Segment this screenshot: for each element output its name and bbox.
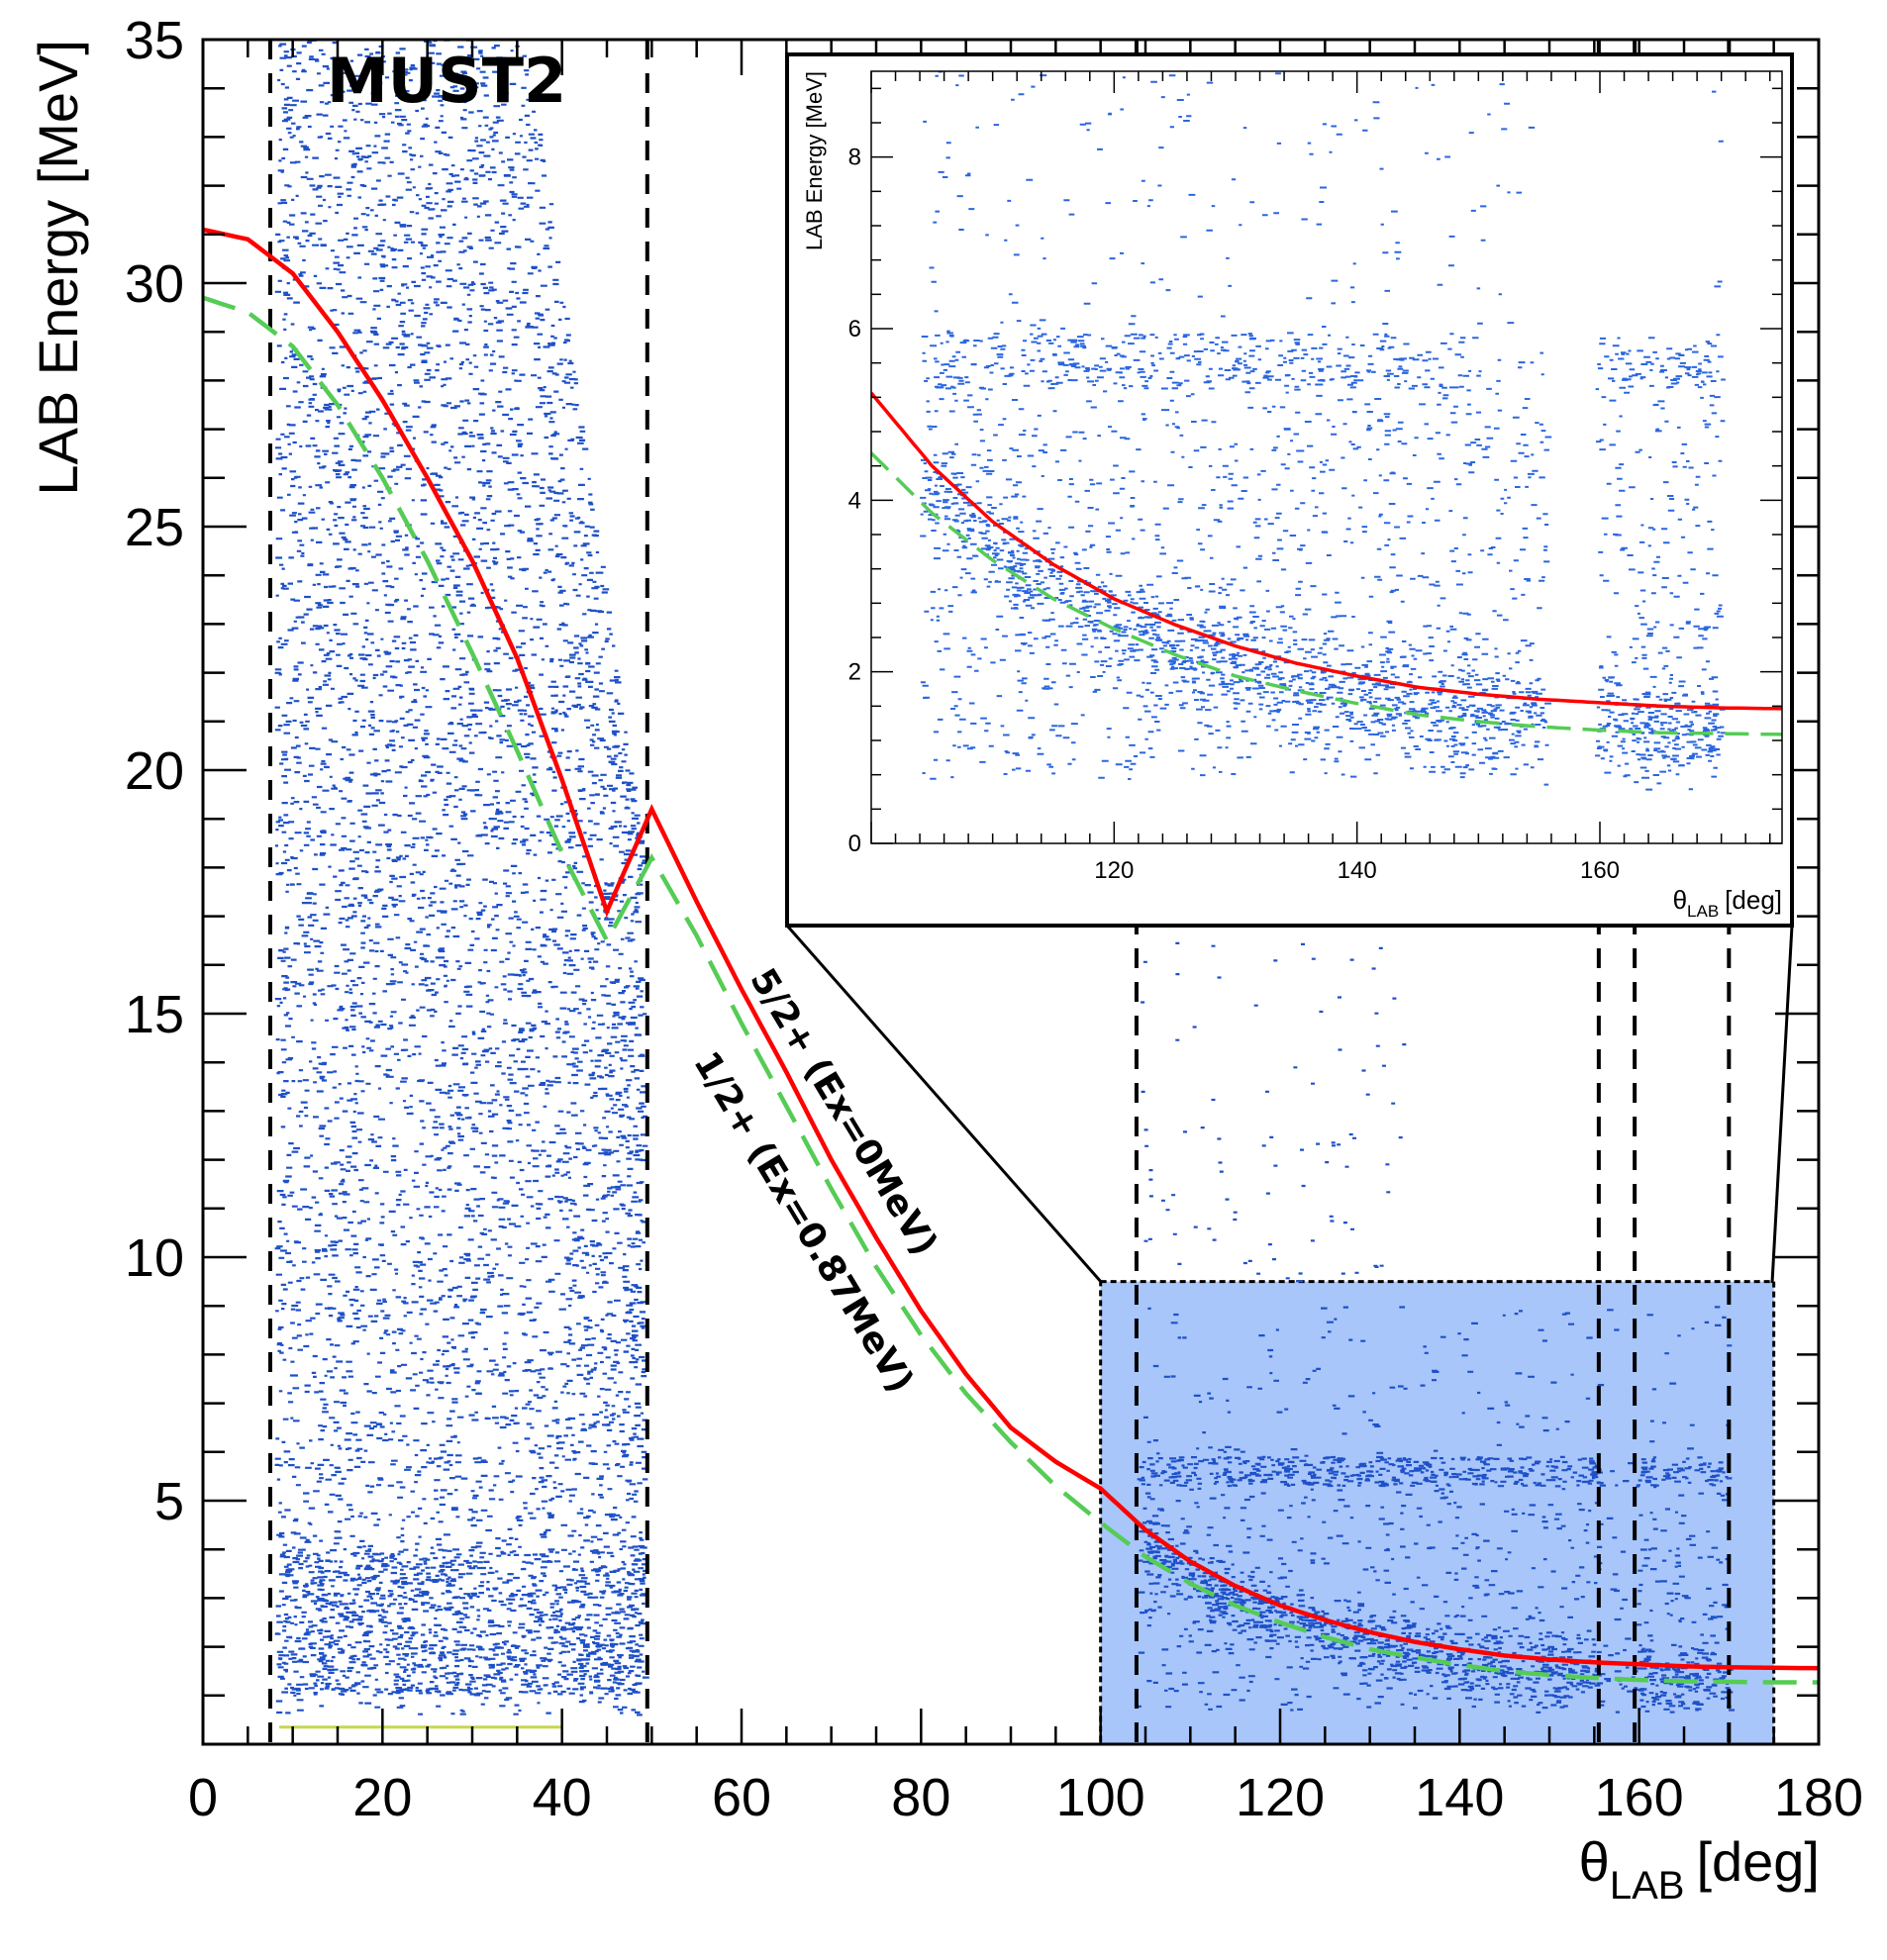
main-y-tick-labels: 5 10 15 20 25 30 35 <box>125 11 184 1531</box>
main-y-axis-label: LAB Energy [MeV] <box>27 40 89 496</box>
inset-curves <box>871 391 1782 736</box>
y-tick-label: 25 <box>125 498 184 557</box>
y-tick-label: 15 <box>125 985 184 1044</box>
x-tick-label: 140 <box>1415 1768 1504 1827</box>
inset-x-tick-label: 160 <box>1580 857 1620 884</box>
main-ticks <box>201 38 1821 1746</box>
x-tick-label: 60 <box>712 1768 771 1827</box>
zoom-connector-left <box>785 925 1104 1284</box>
inset-chart: 120 140 160 0 2 4 6 8 LAB Energy [MeV] θLAB [de… <box>785 52 1794 928</box>
y-tick-label: 30 <box>125 254 184 314</box>
inset-ticks <box>870 71 1782 844</box>
inset-x-tick-label: 120 <box>1094 857 1134 884</box>
main-curves <box>203 227 1819 1685</box>
zoom-region-highlight <box>1099 1280 1776 1746</box>
inset-x-axis-theta: θ <box>1673 885 1687 915</box>
main-x-axis-label: θLAB [deg] <box>1579 1830 1820 1908</box>
zoom-connector-right <box>1770 925 1794 1284</box>
inset-x-axis-label: θLAB [deg] <box>1673 885 1782 921</box>
inset-y-tick-label: 8 <box>848 145 861 171</box>
main-scatter-points <box>274 40 1735 1716</box>
x-tick-label: 20 <box>352 1768 412 1827</box>
x-tick-label: 120 <box>1236 1768 1325 1827</box>
zoom-region-box <box>1099 1280 1776 1746</box>
inset-x-tick-label: 140 <box>1338 857 1377 884</box>
x-tick-label: 80 <box>891 1768 950 1827</box>
x-tick-label: 100 <box>1056 1768 1145 1827</box>
main-x-axis-sub: LAB <box>1610 1864 1685 1908</box>
inset-x-axis-unit: [deg] <box>1725 885 1782 915</box>
main-curve-excited-state <box>203 295 1819 1685</box>
x-tick-label: 0 <box>188 1768 218 1827</box>
inset-y-tick-label: 2 <box>848 659 861 686</box>
inset-y-tick-label: 6 <box>848 316 861 343</box>
inset-y-axis-label: LAB Energy [MeV] <box>802 71 827 250</box>
x-tick-label: 40 <box>533 1768 592 1827</box>
inset-x-tick-labels: 120 140 160 <box>1094 857 1620 884</box>
inset-y-tick-labels: 0 2 4 6 8 <box>848 145 861 857</box>
main-x-tick-labels: 0 20 40 60 80 100 120 140 160 180 <box>188 1768 1863 1827</box>
inset-x-axis-sub: LAB <box>1687 902 1719 921</box>
detector-label: MUST2 <box>327 45 566 117</box>
y-tick-label: 35 <box>125 11 184 70</box>
main-data-points <box>274 40 1735 1729</box>
inset-panel <box>785 52 1794 928</box>
inset-y-tick-label: 4 <box>848 487 861 514</box>
inset-curve-excited-state <box>871 451 1782 736</box>
x-tick-label: 160 <box>1595 1768 1684 1827</box>
main-curve-ground-state <box>203 227 1819 1671</box>
inset-scatter-points <box>920 71 1728 791</box>
main-x-axis-unit: [deg] <box>1696 1830 1820 1893</box>
main-x-axis-theta: θ <box>1579 1830 1610 1893</box>
x-tick-label: 180 <box>1774 1768 1863 1827</box>
y-tick-label: 10 <box>125 1228 184 1288</box>
inset-data-points <box>920 71 1728 791</box>
inset-curve-ground-state <box>871 391 1782 711</box>
inset-plot-frame <box>870 70 1783 844</box>
y-tick-label: 5 <box>154 1472 184 1531</box>
inset-y-tick-label: 0 <box>848 831 861 857</box>
y-tick-label: 20 <box>125 741 184 801</box>
